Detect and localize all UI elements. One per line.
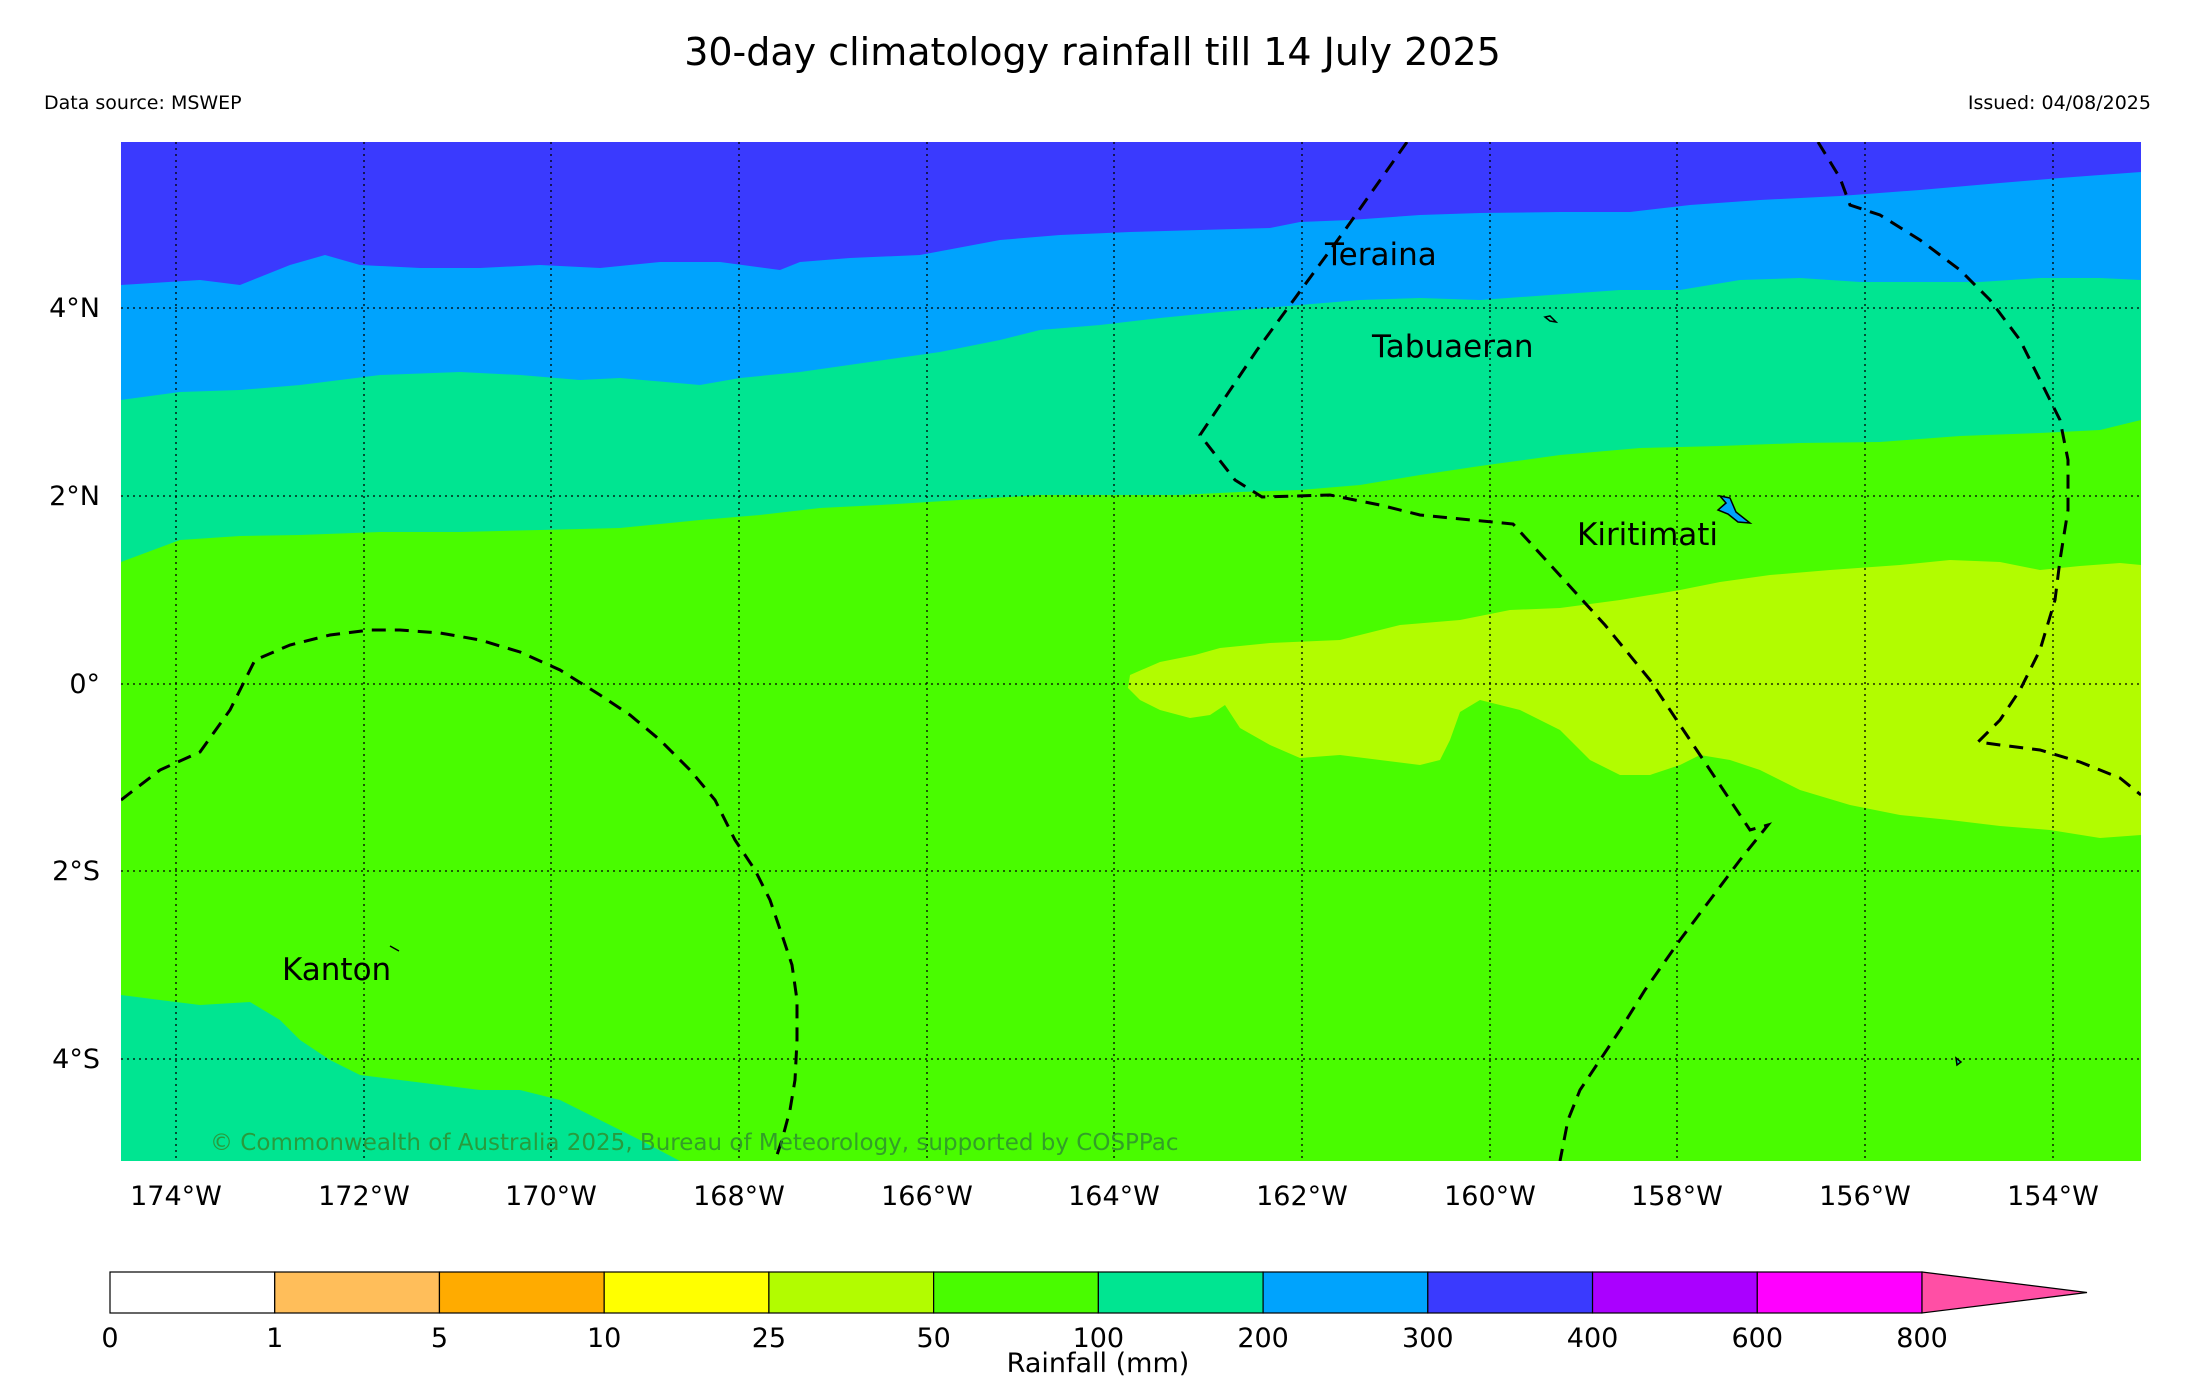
lon-tick: 154°W: [2007, 1181, 2099, 1212]
colorbar-tick-label: 25: [752, 1323, 786, 1354]
lon-tick: 172°W: [318, 1181, 410, 1212]
colorbar-segment: [603, 1271, 770, 1314]
lon-tick: 156°W: [1819, 1181, 1911, 1212]
island-outlines: [389, 315, 1963, 1067]
colorbar-tick-label: 800: [1896, 1323, 1948, 1354]
longitude-labels: 174°W 172°W 170°W 168°W 166°W 164°W 162°…: [130, 1181, 2099, 1212]
colorbar: 0 1 5 10 25 50 100 200 300 400 600 800: [101, 1271, 2088, 1354]
colorbar-segment: [1427, 1271, 1594, 1314]
lat-tick: 2°S: [52, 856, 100, 887]
lat-tick: 2°N: [49, 481, 100, 512]
page-title: 30-day climatology rainfall till 14 July…: [684, 30, 1501, 74]
colorbar-tick-label: 300: [1402, 1323, 1454, 1354]
place-label-kanton: Kanton: [282, 952, 391, 988]
lon-tick: 170°W: [505, 1181, 597, 1212]
colorbar-segment: [1262, 1271, 1429, 1314]
colorbar-segment: [438, 1271, 605, 1314]
band-100-200-southwest: [121, 995, 680, 1161]
colorbar-segment: [1591, 1271, 1758, 1314]
colorbar-segment: [1097, 1271, 1264, 1314]
place-label-teraina: Teraina: [1324, 237, 1437, 273]
lat-tick: 4°N: [49, 293, 100, 324]
colorbar-tick-label: 5: [431, 1323, 448, 1354]
lon-tick: 164°W: [1068, 1181, 1160, 1212]
colorbar-segment: [109, 1271, 276, 1314]
lat-tick: 4°S: [52, 1044, 100, 1075]
lon-tick: 168°W: [693, 1181, 785, 1212]
latitude-labels: 4°N 2°N 0° 2°S 4°S: [49, 293, 100, 1075]
colorbar-segment: [274, 1271, 441, 1314]
colorbar-segment: [1756, 1271, 1923, 1314]
lon-tick: 158°W: [1631, 1181, 1723, 1212]
colorbar-tick-label: 200: [1237, 1323, 1289, 1354]
map-field: [121, 142, 2141, 1161]
place-label-kiritimati: Kiritimati: [1577, 517, 1718, 553]
colorbar-tick-label: 0: [101, 1323, 118, 1354]
graticule: [121, 142, 2141, 1161]
lat-tick: 0°: [69, 669, 100, 700]
colorbar-tick-label: 600: [1731, 1323, 1783, 1354]
colorbar-tick-label: 50: [916, 1323, 950, 1354]
colorbar-tick-label: 400: [1567, 1323, 1619, 1354]
colorbar-tick-label: 10: [587, 1323, 621, 1354]
colorbar-extend-arrow: [1921, 1271, 2088, 1314]
lon-tick: 174°W: [130, 1181, 222, 1212]
eez-boundaries: [121, 142, 2141, 1161]
colorbar-title: Rainfall (mm): [1007, 1348, 1190, 1379]
data-source-label: Data source: MSWEP: [44, 92, 242, 114]
lon-tick: 160°W: [1444, 1181, 1536, 1212]
colorbar-segment: [933, 1271, 1099, 1314]
place-label-tabuaeran: Tabuaeran: [1371, 329, 1534, 365]
lon-tick: 162°W: [1256, 1181, 1348, 1212]
band-25-50: [1128, 560, 2141, 838]
lon-tick: 166°W: [881, 1181, 973, 1212]
colorbar-segment: [768, 1271, 935, 1314]
colorbar-tick-label: 100: [1073, 1323, 1125, 1354]
issued-date-label: Issued: 04/08/2025: [1967, 92, 2151, 114]
copyright-notice: © Commonwealth of Australia 2025, Bureau…: [210, 1130, 1179, 1156]
colorbar-tick-label: 1: [266, 1323, 283, 1354]
